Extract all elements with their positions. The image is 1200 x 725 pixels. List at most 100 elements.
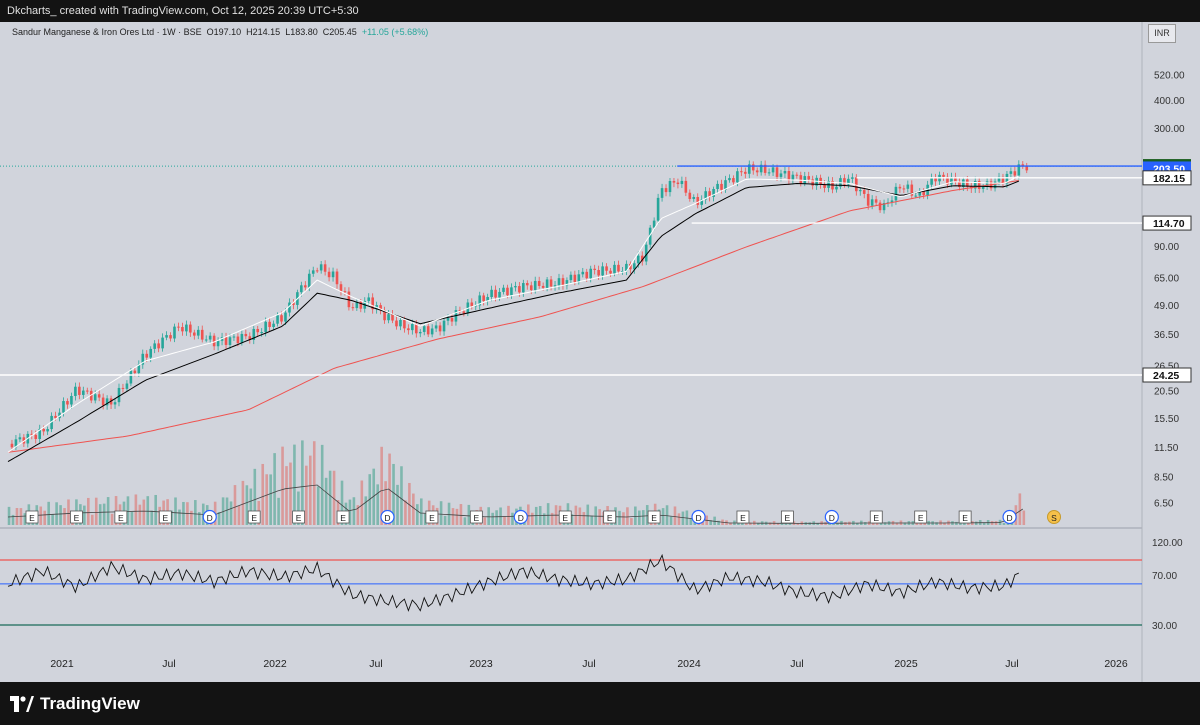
candle-body [922,191,925,196]
level-tag-24-bg [1142,367,1192,383]
volume-bar [352,497,356,525]
candle-body [212,335,216,347]
candle-body [411,324,414,331]
level-tag-24: 24.25 [1153,370,1179,382]
event-marker-label: D [829,513,835,523]
volume-bar [511,512,514,525]
volume-bar [392,463,395,525]
rsi-tick-label: 70.00 [1152,571,1177,582]
chart-area[interactable]: 520.00 400.00 300.00 90.00 65.00 49.00 36.50 26… [0,22,1200,682]
candle-body [977,180,981,189]
candle-body [1001,176,1005,184]
candle-body [66,401,69,405]
volume-bar [293,444,296,525]
volume-bar [194,500,197,525]
volume-bar [67,499,70,525]
candle-body [200,329,204,340]
candle-body [573,274,577,283]
candle-body [918,191,922,196]
volume-bar [661,508,665,525]
volume-bar [265,474,268,525]
candle-body [169,335,172,339]
volume-bar [142,499,146,525]
candle-body [557,278,561,286]
candle-body [339,284,343,292]
candle-body [795,174,799,176]
candle-body [652,220,656,228]
candle-body [145,353,149,358]
volume-bar [419,498,423,525]
x-tick-label: Jul [790,658,803,670]
rsi-tick-label: 30.00 [1152,621,1177,632]
volume-bar [114,496,118,525]
candle-body [1021,164,1025,166]
candle-body [89,390,93,401]
candle-body [383,310,386,321]
volume-bar [935,522,938,525]
event-marker-label: E [962,513,968,523]
candle-body [256,328,260,333]
candle-body [315,270,319,272]
candle-body [292,302,295,305]
volume-bar [1022,510,1026,525]
volume-bar [43,510,47,525]
candle-body [740,171,743,173]
candle-body [438,325,442,332]
volume-bar [408,482,411,525]
volume-bar [673,506,677,525]
candle-body [196,329,200,336]
volume-bar [388,453,391,525]
candle-body [307,273,311,288]
y-tick-label: 20.50 [1154,386,1179,397]
candle-body [724,180,727,190]
volume-bar [844,522,847,525]
y-tick-label: 6.50 [1154,499,1174,510]
earnings-marker [292,510,306,524]
candle-body [371,297,374,310]
volume-bar [974,521,978,525]
candle-body [589,268,593,279]
candle-body [101,397,105,406]
currency-button[interactable]: INR [1148,24,1176,43]
candle-body [807,176,811,180]
high-value: H214.15 [246,27,281,37]
volume-bar [982,523,986,525]
volume-bar [756,522,760,525]
dividend-marker [691,509,706,525]
symbol-name: Sandur Manganese & Iron Ores Ltd · 1W · … [12,27,202,37]
candle-body [129,370,133,384]
volume-bar [507,505,510,525]
split-marker [1047,510,1061,524]
candle-body [82,390,85,395]
volume-bar [241,480,245,525]
volume-bar [178,509,181,525]
earnings-marker [558,510,572,524]
candle-body [414,324,418,334]
candle-body [335,271,339,285]
candle-body [323,264,327,272]
candle-body [847,178,850,185]
volume-bar [915,522,919,525]
earnings-marker [469,510,483,524]
candle-body [105,398,109,406]
volume-bar [994,521,998,525]
candle-body [486,297,489,301]
volume-bar [590,515,594,525]
volume-bar [709,520,712,525]
y-tick-label: 26.50 [1154,361,1179,372]
candle-body [561,278,565,286]
candle-body [767,172,771,174]
volume-bar [669,516,673,525]
volume-bar [955,521,958,525]
volume-bar [737,522,740,525]
candle-body [442,320,446,332]
volume-bar [261,463,265,525]
volume-bar [249,488,253,525]
candle-body [62,401,65,413]
brand[interactable]: TradingView [10,694,140,714]
candle-body [950,177,953,185]
volume-bar [622,512,625,525]
candle-body [684,180,688,193]
chart-svg[interactable]: 520.00 400.00 300.00 90.00 65.00 49.00 36.50 26… [0,22,1200,682]
volume-bar [134,494,138,525]
